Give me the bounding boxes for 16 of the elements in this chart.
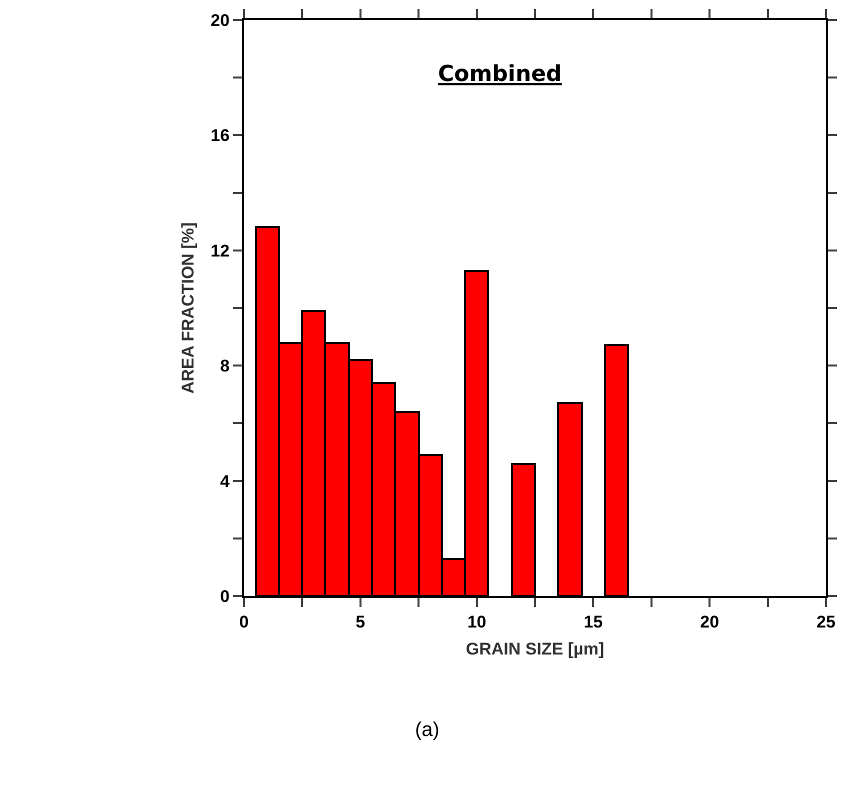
y-tick-label: 0 — [220, 586, 230, 606]
y-tick-label: 8 — [220, 356, 230, 376]
x-tick-label: 10 — [467, 612, 486, 632]
x-tick-label: 20 — [700, 612, 720, 632]
y-tick-label: 20 — [210, 10, 230, 30]
text: Combined — [438, 62, 562, 87]
x-tick-label: 15 — [584, 612, 603, 632]
x-tick-label: 25 — [816, 612, 836, 632]
x-axis-title: GRAIN SIZE [µm] — [466, 639, 604, 658]
y-axis-title: AREA FRACTION [%] — [178, 222, 198, 394]
y-tick-label: 4 — [220, 472, 230, 491]
x-tick-label: 0 — [239, 612, 249, 632]
x-tick-label: 5 — [356, 612, 366, 632]
text: (a) — [415, 719, 440, 741]
y-tick-label: 12 — [210, 241, 230, 260]
y-tick-label: 16 — [210, 126, 230, 146]
